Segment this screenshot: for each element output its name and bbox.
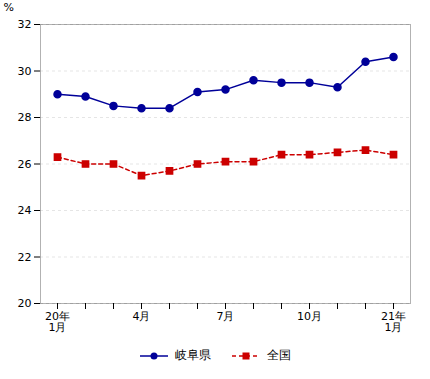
svg-text:10月: 10月 — [297, 310, 322, 323]
svg-text:20年1月: 20年1月 — [45, 310, 70, 334]
html-text:全国: 全国 — [267, 348, 291, 362]
svg-text:32: 32 — [18, 18, 32, 31]
svg-text:22: 22 — [18, 251, 32, 264]
svg-text:7月: 7月 — [217, 310, 235, 323]
svg-text:20: 20 — [18, 297, 32, 310]
svg-text:4月: 4月 — [133, 310, 151, 323]
html-text:岐阜県: 岐阜県 — [175, 348, 211, 362]
svg-text:21年1月: 21年1月 — [381, 310, 406, 334]
svg-text:24: 24 — [18, 204, 32, 217]
svg-text:28: 28 — [18, 111, 32, 124]
svg-text:30: 30 — [18, 65, 32, 78]
svg-text:%: % — [4, 1, 14, 14]
svg-text:26: 26 — [18, 158, 32, 171]
